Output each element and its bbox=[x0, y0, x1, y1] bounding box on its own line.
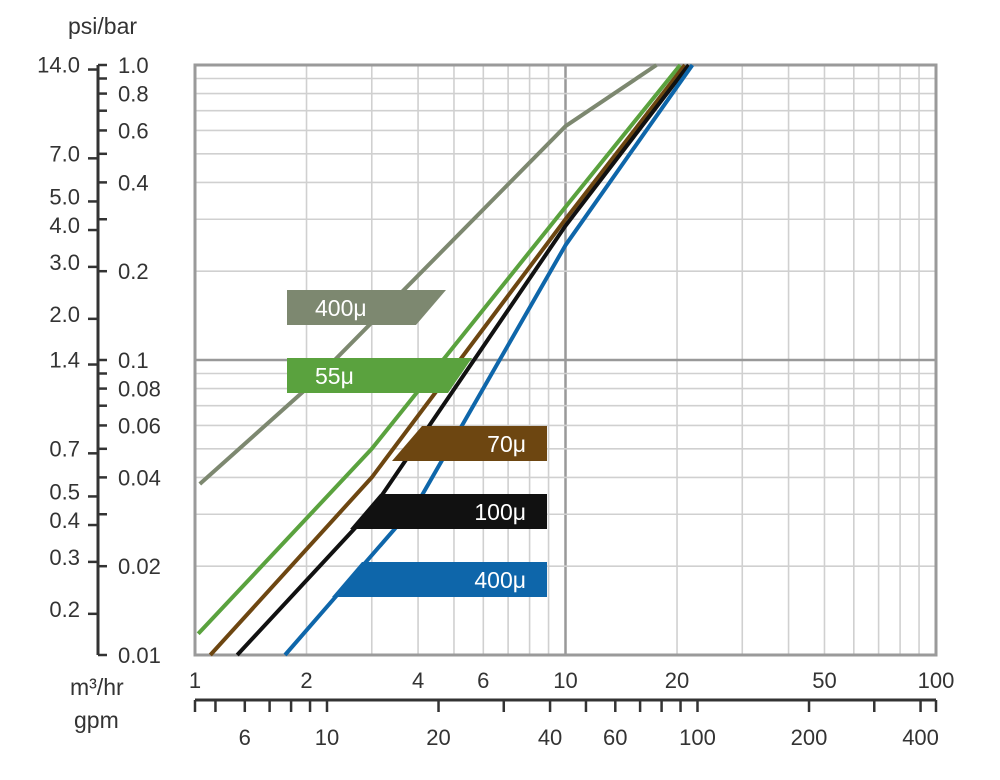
x-tick-label-m3hr: 50 bbox=[812, 668, 836, 693]
grid bbox=[195, 65, 936, 655]
y-tick-label-psi: 0.7 bbox=[49, 436, 80, 461]
series-line-1 bbox=[196, 63, 682, 636]
y-tick-label-psi: 14.0 bbox=[37, 53, 80, 78]
y-tick-label-bar: 0.02 bbox=[118, 554, 161, 579]
x-tick-label-m3hr: 2 bbox=[300, 668, 312, 693]
y-unit-label: psi/bar bbox=[68, 13, 137, 39]
y-tick-label-psi: 3.0 bbox=[49, 250, 80, 275]
x-axis: 1 2 4 6 10 20 50 100 6 10 20 40 60 100 200 400 bbox=[189, 668, 954, 750]
y-axis: 0.01 0.02 0.04 0.06 0.08 0.1 0.2 0.4 0.6 0.8 1.0 0.… bbox=[37, 53, 161, 668]
series-line-3 bbox=[235, 63, 691, 657]
y-tick-label-bar: 0.6 bbox=[118, 118, 149, 143]
y-tick-label-psi: 0.3 bbox=[49, 545, 80, 570]
series-label-box-4 bbox=[332, 562, 547, 597]
y-tick-label-psi: 0.5 bbox=[49, 479, 80, 504]
y-tick-label-psi: 7.0 bbox=[49, 141, 80, 166]
x-tick-label-m3hr: 1 bbox=[189, 668, 201, 693]
y-tick-label-psi: 2.0 bbox=[49, 302, 80, 327]
x-unit-label-m3hr: m³/hr bbox=[70, 674, 124, 700]
y-tick-label-bar: 0.1 bbox=[118, 348, 149, 373]
series-label-1: 55μ bbox=[315, 363, 354, 389]
x-tick-label-gpm: 40 bbox=[538, 725, 562, 750]
series-label-4: 400μ bbox=[474, 567, 526, 593]
series-label-box-2 bbox=[392, 426, 547, 461]
y-tick-label-bar: 0.4 bbox=[118, 170, 149, 195]
y-tick-label-bar: 0.06 bbox=[118, 413, 161, 438]
series-label-3: 100μ bbox=[474, 499, 526, 525]
x-tick-label-gpm: 60 bbox=[603, 725, 627, 750]
x-tick-label-m3hr: 4 bbox=[412, 668, 424, 693]
x-tick-label-gpm: 200 bbox=[791, 725, 828, 750]
x-unit-label-gpm: gpm bbox=[74, 707, 119, 733]
y-tick-label-bar: 0.01 bbox=[118, 643, 161, 668]
x-tick-label-gpm: 6 bbox=[239, 725, 251, 750]
x-tick-label-m3hr: 100 bbox=[918, 668, 955, 693]
series-line-2 bbox=[208, 63, 687, 657]
y-tick-label-psi: 4.0 bbox=[49, 213, 80, 238]
series-label-box-1 bbox=[287, 358, 472, 393]
y-tick-label-bar: 0.2 bbox=[118, 259, 149, 284]
x-tick-label-m3hr: 10 bbox=[553, 668, 577, 693]
x-tick-label-m3hr: 20 bbox=[665, 668, 689, 693]
plot-frame bbox=[193, 63, 938, 657]
y-tick-label-psi: 5.0 bbox=[49, 184, 80, 209]
x-tick-label-gpm: 400 bbox=[902, 725, 939, 750]
y-tick-label-bar: 0.8 bbox=[118, 82, 149, 107]
series-label-box-3 bbox=[350, 494, 547, 529]
series-labels: 400μ 55μ 70μ 100μ 400μ bbox=[287, 290, 547, 597]
y-tick-label-psi: 0.2 bbox=[49, 597, 80, 622]
x-tick-label-gpm: 10 bbox=[315, 725, 339, 750]
series-line-0 bbox=[198, 63, 658, 486]
x-tick-label-gpm: 20 bbox=[426, 725, 450, 750]
x-tick-label-gpm: 100 bbox=[679, 725, 716, 750]
series-label-box-0 bbox=[287, 290, 446, 325]
y-tick-label-bar: 0.04 bbox=[118, 465, 161, 490]
x-tick-label-m3hr: 6 bbox=[477, 668, 489, 693]
series-label-2: 70μ bbox=[487, 431, 526, 457]
series-label-0: 400μ bbox=[315, 295, 367, 321]
y-tick-label-psi: 0.4 bbox=[49, 508, 80, 533]
y-tick-label-bar: 1.0 bbox=[118, 53, 149, 78]
y-tick-label-psi: 1.4 bbox=[49, 348, 80, 373]
y-tick-label-bar: 0.08 bbox=[118, 377, 161, 402]
